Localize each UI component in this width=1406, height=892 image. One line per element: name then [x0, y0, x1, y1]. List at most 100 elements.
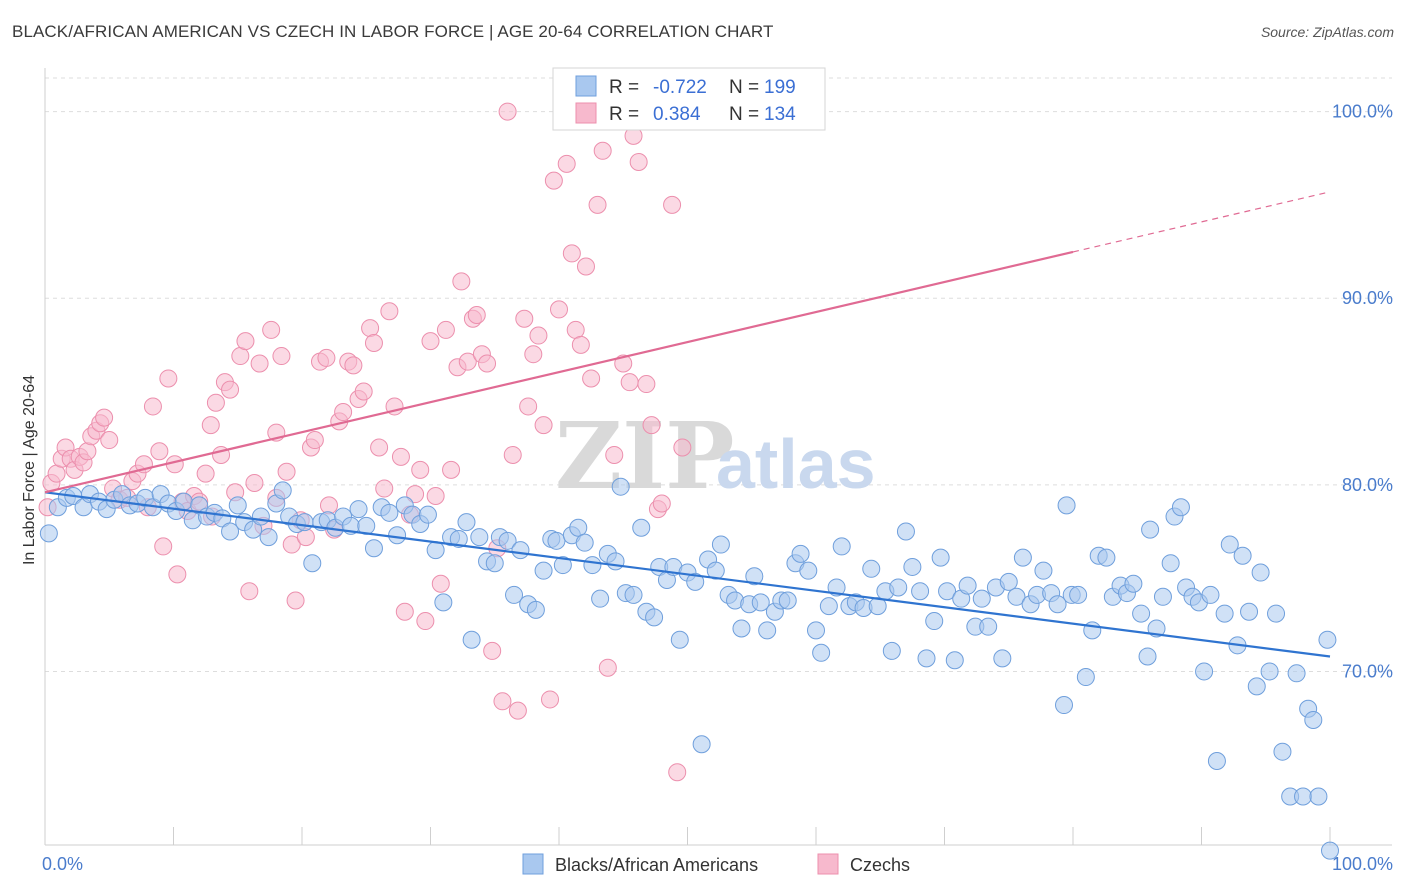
black-point: [1207, 752, 1226, 771]
czech-point: [534, 416, 553, 435]
czech-point: [286, 591, 305, 610]
czech-point: [529, 326, 548, 345]
black-point: [1294, 787, 1313, 806]
black-point: [807, 621, 825, 640]
czech-point: [566, 320, 585, 339]
black-point: [1034, 561, 1053, 580]
czech-point: [344, 356, 363, 375]
legend-n-label-blue: N =: [729, 77, 759, 98]
black-point: [758, 621, 777, 640]
czech-point: [354, 382, 373, 401]
black-point: [931, 548, 950, 567]
czech-point: [503, 445, 522, 464]
black-point: [547, 531, 566, 550]
czech-point: [467, 306, 486, 325]
black-point: [1267, 604, 1286, 623]
black-point: [575, 533, 594, 552]
black-point: [1309, 787, 1328, 806]
czech-point: [452, 272, 471, 291]
czech-point: [159, 369, 178, 388]
black-point: [349, 500, 368, 519]
czech-point: [493, 692, 512, 711]
black-point: [1138, 647, 1157, 666]
axes: [44, 68, 1392, 846]
czech-point: [282, 535, 301, 554]
czech-point: [498, 102, 517, 121]
czech-point: [201, 416, 220, 435]
y-tick-label-1: 80.0%: [1342, 475, 1393, 495]
black-point: [1132, 604, 1151, 623]
black-point: [1321, 841, 1339, 860]
czech-point: [571, 335, 590, 354]
black-point: [692, 735, 711, 754]
black-point: [670, 630, 689, 649]
czech-point: [668, 763, 687, 782]
black-point: [303, 554, 322, 573]
black-point: [457, 513, 476, 532]
czech-point: [150, 442, 169, 461]
czech-point: [221, 380, 240, 399]
black-point: [511, 541, 530, 560]
czech-point: [245, 473, 264, 492]
czech-point: [436, 320, 455, 339]
bottom-legend-swatch-pink: [817, 853, 839, 875]
legend-n-label-pink: N =: [729, 104, 759, 125]
czech-point: [143, 397, 162, 416]
czech-point: [196, 464, 215, 483]
black-point: [1048, 595, 1067, 614]
trend-line-czech-solid: [44, 250, 1074, 494]
black-point: [958, 576, 977, 595]
x-tick-label-1: 100.0%: [1332, 854, 1393, 874]
black-point: [1247, 677, 1266, 696]
black-point: [1141, 520, 1160, 539]
czech-point: [541, 690, 560, 709]
black-point: [228, 496, 247, 515]
czech-point: [411, 460, 430, 479]
czech-point: [614, 354, 633, 373]
czech-point: [317, 348, 336, 367]
black-point: [827, 578, 846, 597]
czech-point: [262, 320, 281, 339]
black-point: [1318, 630, 1337, 649]
black-point: [1215, 604, 1234, 623]
czech-point: [416, 612, 435, 631]
watermark-atlas: atlas: [716, 425, 876, 503]
bottom-legend-swatch-blue: [522, 853, 544, 875]
czech-point: [557, 154, 576, 173]
watermark: ZIP atlas: [555, 402, 876, 510]
czech-point: [421, 332, 440, 351]
black-point: [903, 557, 922, 576]
black-point: [1201, 585, 1220, 604]
black-point: [591, 589, 610, 608]
czech-point: [442, 460, 461, 479]
black-point: [485, 554, 504, 573]
black-point: [993, 649, 1012, 668]
czech-point: [380, 302, 399, 321]
black-point: [611, 477, 630, 496]
czech-point: [550, 300, 568, 319]
black-point: [462, 630, 481, 649]
czech-point: [95, 408, 114, 427]
black-point: [624, 585, 643, 604]
black-point: [862, 559, 881, 578]
czech-point: [100, 431, 119, 450]
black-point: [812, 643, 831, 662]
black-point: [534, 561, 553, 580]
black-point: [434, 593, 453, 612]
chart-title: BLACK/AFRICAN AMERICAN VS CZECH IN LABOR…: [12, 22, 774, 41]
czech-point: [544, 171, 563, 190]
czech-point: [642, 416, 661, 435]
black-point: [526, 600, 545, 619]
black-point: [896, 522, 915, 541]
legend-n-value-blue: 199: [764, 77, 796, 98]
czech-point: [370, 438, 389, 457]
black-point: [889, 578, 908, 597]
czech-point: [478, 354, 497, 373]
czech-point: [240, 582, 259, 601]
czech-point: [629, 152, 648, 171]
black-point: [745, 567, 764, 586]
black-point: [39, 524, 58, 543]
black-point: [1287, 664, 1306, 683]
black-point: [273, 481, 292, 500]
legend-r-value-blue: -0.722: [653, 77, 707, 98]
